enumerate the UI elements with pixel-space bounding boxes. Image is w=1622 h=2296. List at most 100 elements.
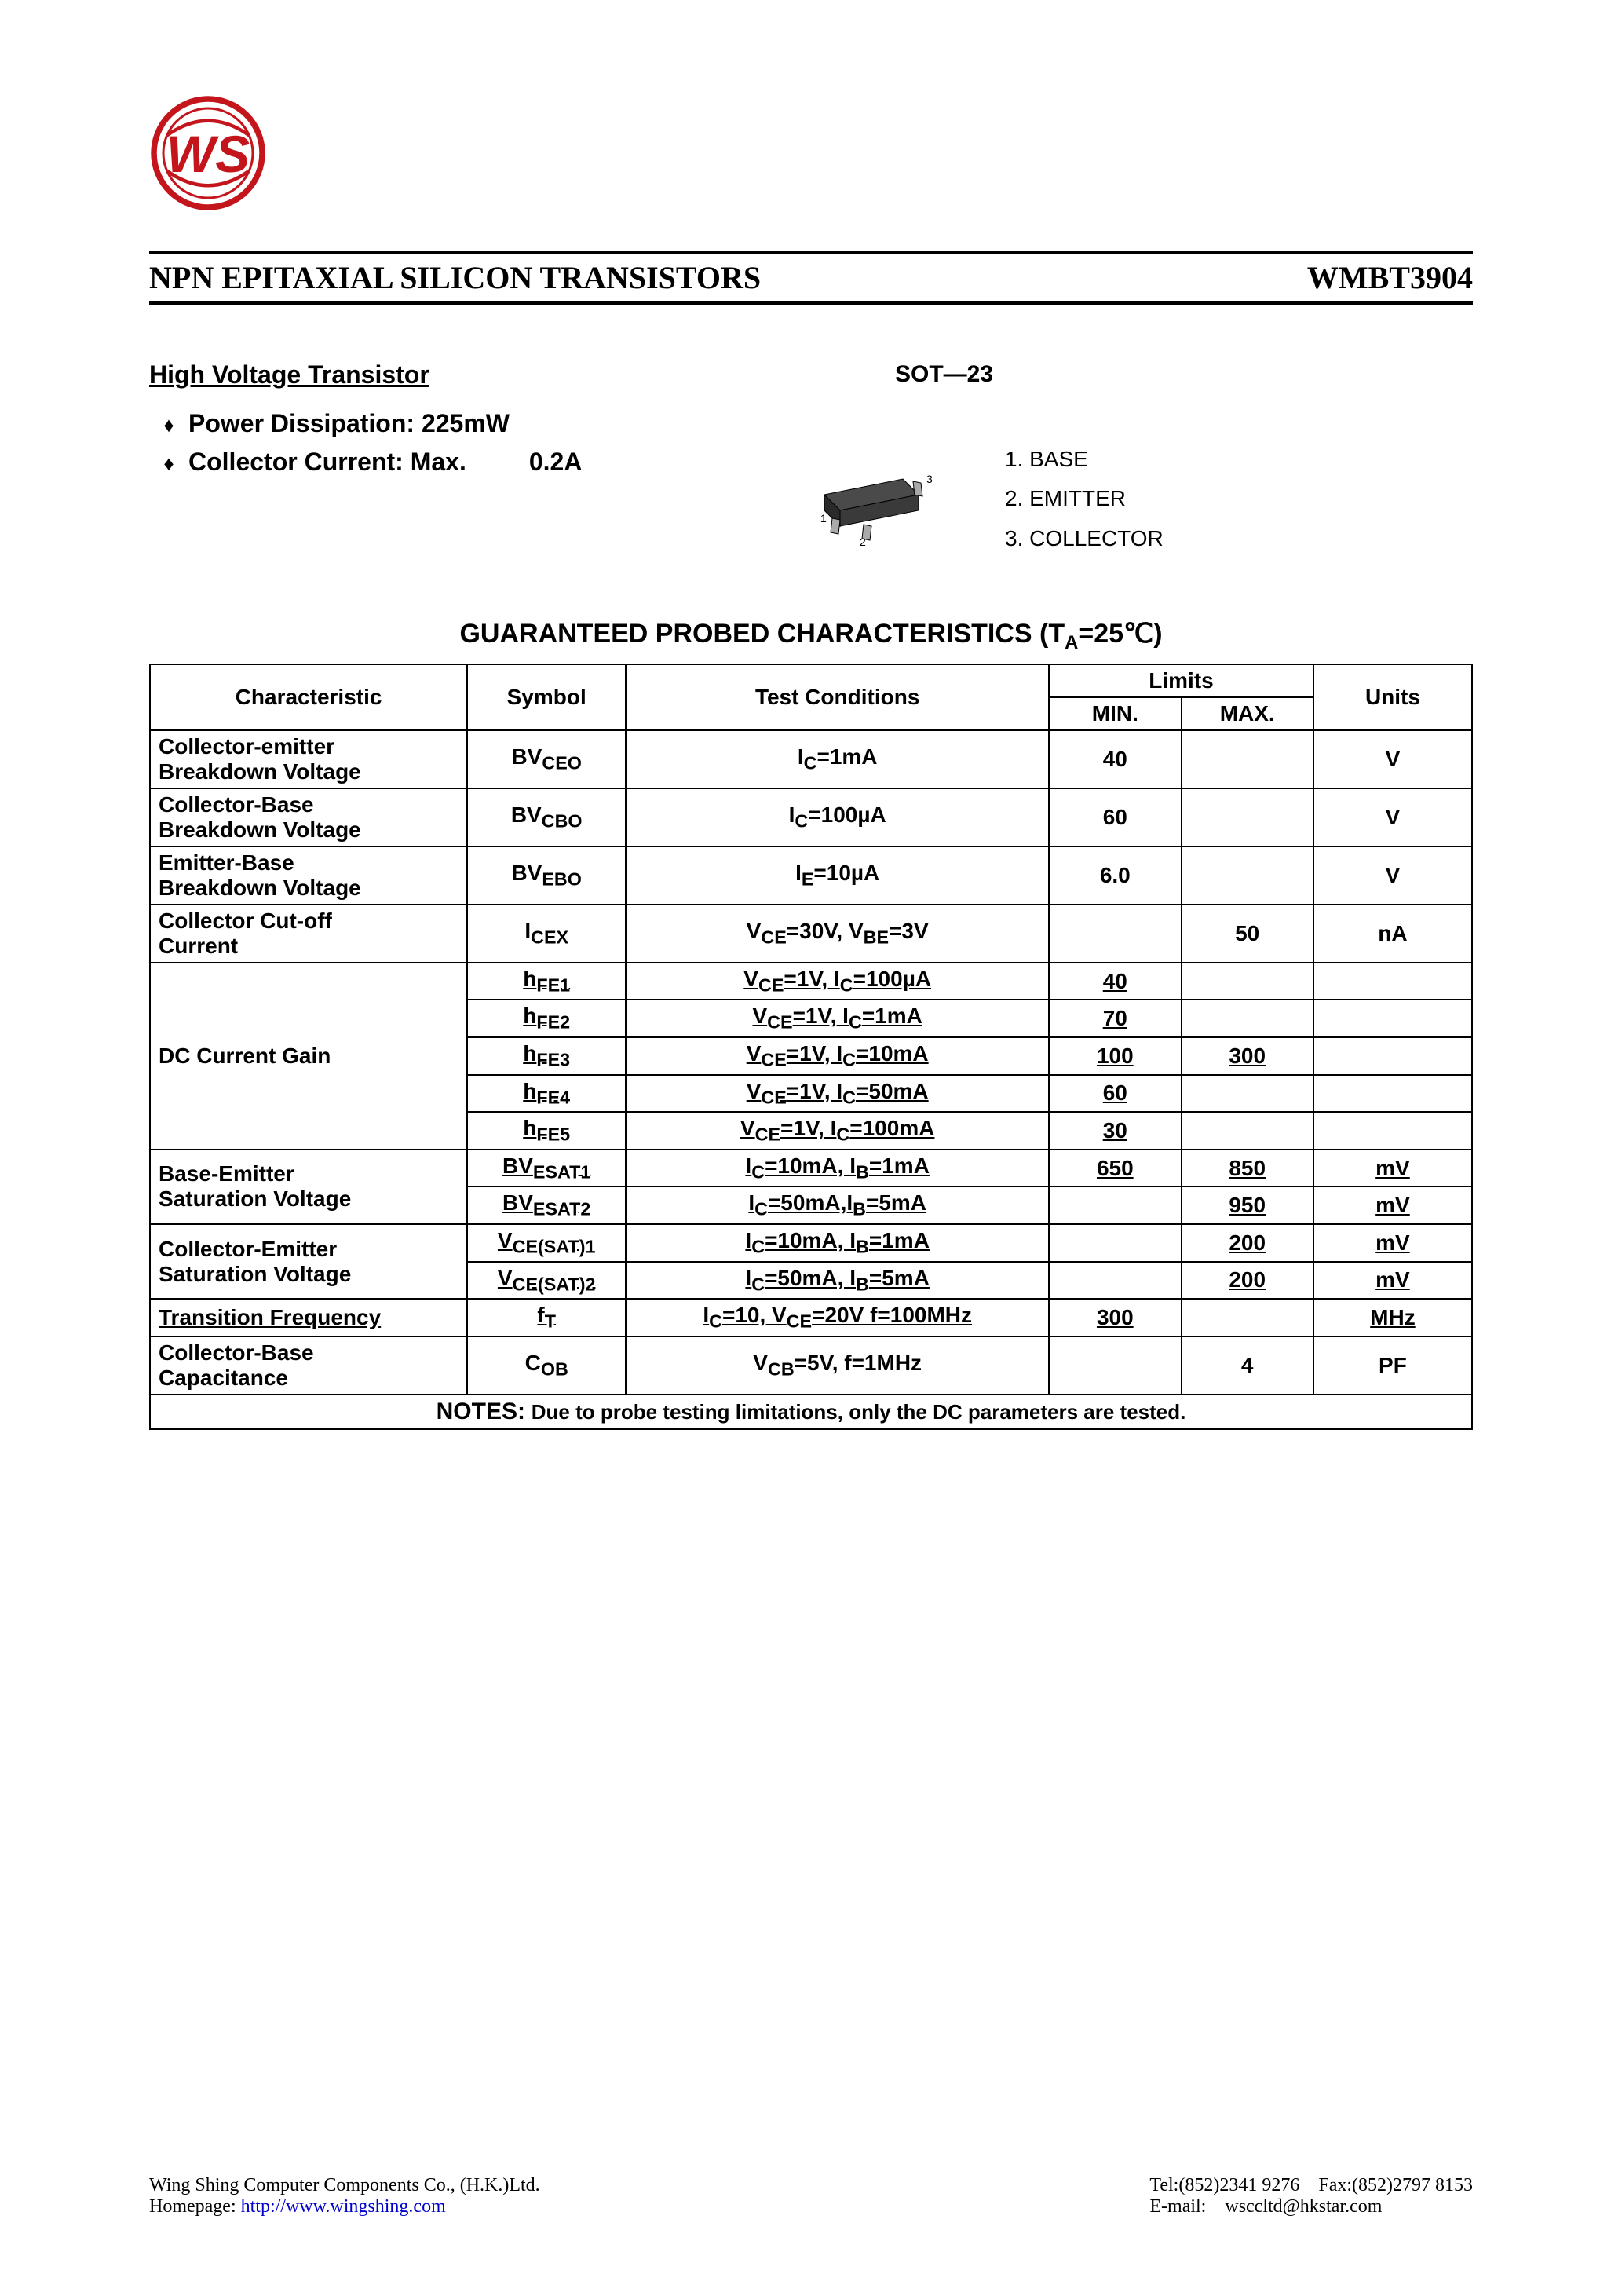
package-image: 1 2 3 (777, 440, 950, 561)
footer-email-label: E-mail: (1149, 2196, 1206, 2217)
cell-symbol: hFE5 (467, 1112, 626, 1150)
cell-conditions: VCE=1V, IC=50mA (626, 1075, 1049, 1113)
cell-max: 50 (1182, 905, 1313, 963)
cell-conditions: IC=10mA, IB=1mA (626, 1224, 1049, 1262)
cell-min: 100 (1049, 1037, 1181, 1075)
cell-conditions: IC=1mA (626, 730, 1049, 788)
cell-max (1182, 1112, 1313, 1150)
cell-max (1182, 730, 1313, 788)
footer-homepage-link[interactable]: http://www.wingshing.com (241, 2196, 446, 2217)
col-symbol: Symbol (467, 664, 626, 730)
cell-symbol: hFE3 (467, 1037, 626, 1075)
cell-unit: V (1313, 846, 1472, 905)
cell-max: 850 (1182, 1150, 1313, 1187)
cell-max (1182, 846, 1313, 905)
pin-item: 1. BASE (1005, 440, 1164, 479)
bullet-icon: ♦ (149, 452, 188, 476)
pin-item: 3. COLLECTOR (1005, 519, 1164, 558)
part-number: WMBT3904 (1307, 259, 1473, 296)
svg-text:2: 2 (860, 536, 866, 548)
table-row: Collector-BaseCapacitanceCOBVCB=5V, f=1M… (150, 1336, 1472, 1395)
table-row: Base-EmitterSaturation VoltageBVESAT1IC=… (150, 1150, 1472, 1187)
cell-unit (1313, 1037, 1472, 1075)
cell-characteristic: Collector-BaseCapacitance (150, 1336, 467, 1395)
cell-symbol: VCE(SAT)1 (467, 1224, 626, 1262)
col-conditions: Test Conditions (626, 664, 1049, 730)
cell-min: 40 (1049, 963, 1181, 1000)
cell-max (1182, 788, 1313, 846)
cell-symbol: ICEX (467, 905, 626, 963)
cell-symbol: hFE1 (467, 963, 626, 1000)
col-min: MIN. (1049, 697, 1181, 730)
cell-min (1049, 1336, 1181, 1395)
cell-conditions: VCE=1V, IC=100µA (626, 963, 1049, 1000)
cell-max: 300 (1182, 1037, 1313, 1075)
cell-characteristic: Collector Cut-offCurrent (150, 905, 467, 963)
pin-item: 2. EMITTER (1005, 479, 1164, 518)
cell-min: 650 (1049, 1150, 1181, 1187)
footer-homepage-label: Homepage: (149, 2196, 236, 2217)
cell-symbol: BVEBO (467, 846, 626, 905)
cell-unit: mV (1313, 1224, 1472, 1262)
cell-unit: mV (1313, 1262, 1472, 1300)
cell-max: 200 (1182, 1224, 1313, 1262)
svg-text:3: 3 (926, 473, 933, 485)
svg-text:1: 1 (820, 512, 827, 525)
cell-conditions: VCE=1V, IC=1mA (626, 1000, 1049, 1037)
cell-characteristic: Emitter-BaseBreakdown Voltage (150, 846, 467, 905)
footer-fax: Fax:(852)2797 8153 (1318, 2175, 1473, 2195)
cell-conditions: IC=50mA,IB=5mA (626, 1186, 1049, 1224)
cell-conditions: VCE=30V, VBE=3V (626, 905, 1049, 963)
cell-min (1049, 1186, 1181, 1224)
cell-max (1182, 963, 1313, 1000)
cell-min: 300 (1049, 1299, 1181, 1336)
notes-row: NOTES: Due to probe testing limitations,… (150, 1395, 1472, 1429)
cell-unit: V (1313, 730, 1472, 788)
bullet-icon: ♦ (149, 413, 188, 437)
cell-symbol: COB (467, 1336, 626, 1395)
cell-max (1182, 1000, 1313, 1037)
cell-max: 950 (1182, 1186, 1313, 1224)
cell-symbol: BVCEO (467, 730, 626, 788)
bullet-text: Collector Current: Max. (188, 448, 466, 477)
header-bar: NPN EPITAXIAL SILICON TRANSISTORS WMBT39… (149, 251, 1473, 305)
cell-unit (1313, 1075, 1472, 1113)
cell-min: 60 (1049, 788, 1181, 846)
cell-max (1182, 1299, 1313, 1336)
company-logo: WS (149, 94, 267, 216)
cell-symbol: hFE4 (467, 1075, 626, 1113)
table-row: Emitter-BaseBreakdown VoltageBVEBOIE=10µ… (150, 846, 1472, 905)
cell-symbol: BVCBO (467, 788, 626, 846)
cell-conditions: IC=10mA, IB=1mA (626, 1150, 1049, 1187)
cell-characteristic: Transition Frequency (150, 1299, 467, 1336)
cell-characteristic: Collector-emitterBreakdown Voltage (150, 730, 467, 788)
table-row: Collector-emitterBreakdown VoltageBVCEOI… (150, 730, 1472, 788)
col-limits: Limits (1049, 664, 1313, 697)
cell-min: 60 (1049, 1075, 1181, 1113)
cell-characteristic: Collector-EmitterSaturation Voltage (150, 1224, 467, 1299)
cell-characteristic: DC Current Gain (150, 963, 467, 1150)
cell-min (1049, 1224, 1181, 1262)
cell-unit (1313, 1112, 1472, 1150)
cell-conditions: IC=10, VCE=20V f=100MHz (626, 1299, 1049, 1336)
cell-characteristic: Collector-BaseBreakdown Voltage (150, 788, 467, 846)
cell-symbol: BVESAT1 (467, 1150, 626, 1187)
cell-conditions: IE=10µA (626, 846, 1049, 905)
cell-unit: nA (1313, 905, 1472, 963)
document-title: NPN EPITAXIAL SILICON TRANSISTORS (149, 259, 761, 296)
cell-max (1182, 1075, 1313, 1113)
cell-min (1049, 1262, 1181, 1300)
cell-symbol: hFE2 (467, 1000, 626, 1037)
cell-conditions: VCE=1V, IC=100mA (626, 1112, 1049, 1150)
col-max: MAX. (1182, 697, 1313, 730)
svg-text:WS: WS (166, 125, 250, 183)
cell-unit (1313, 1000, 1472, 1037)
cell-unit: mV (1313, 1186, 1472, 1224)
footer-tel: Tel:(852)2341 9276 (1149, 2175, 1299, 2195)
footer-email: wsccltd@hkstar.com (1225, 2196, 1382, 2217)
cell-min: 30 (1049, 1112, 1181, 1150)
cell-conditions: VCE=1V, IC=10mA (626, 1037, 1049, 1075)
table-row: Collector-BaseBreakdown VoltageBVCBOIC=1… (150, 788, 1472, 846)
subheading: High Voltage Transistor (149, 360, 1473, 389)
cell-max: 200 (1182, 1262, 1313, 1300)
